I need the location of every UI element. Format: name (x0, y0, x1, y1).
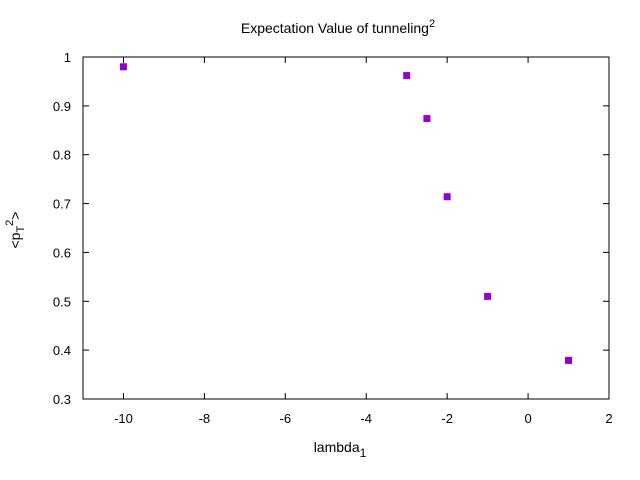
y-axis-label: <pT2> (4, 211, 27, 248)
y-axis-label-prefix: <p (7, 232, 23, 248)
data-points (119, 63, 573, 364)
data-point (565, 356, 573, 364)
x-axis-tick-labels: -10 -8 -6 -4 -2 0 2 (114, 411, 613, 426)
plot-area-frame (82, 56, 610, 400)
chart-title-main: Expectation Value of tunneling (241, 20, 429, 36)
data-point (423, 115, 431, 123)
y-axis-ticks (83, 56, 609, 400)
x-axis-label: lambda1 (314, 439, 367, 460)
data-point (119, 63, 127, 71)
y-tick-label: 0.8 (53, 148, 71, 163)
y-axis-label-sub: T (15, 226, 27, 233)
y-axis-tick-labels: 0.3 0.4 0.5 0.6 0.7 0.8 0.9 1 (53, 50, 71, 407)
chart-title: Expectation Value of tunneling2 (241, 18, 435, 36)
y-tick-label: 0.9 (53, 99, 71, 114)
data-point (443, 193, 451, 201)
y-tick-label: 0.4 (53, 343, 71, 358)
x-tick-label: -6 (280, 411, 292, 426)
x-axis-label-main: lambda (314, 439, 360, 455)
y-tick-label: 0.5 (53, 294, 71, 309)
x-tick-label: -10 (114, 411, 133, 426)
y-tick-label: 1 (64, 50, 71, 65)
chart-title-sup: 2 (429, 18, 435, 30)
x-tick-label: 0 (524, 411, 531, 426)
data-point (403, 72, 411, 80)
y-tick-label: 0.6 (53, 245, 71, 260)
y-axis-label-sup: 2 (4, 220, 16, 226)
x-tick-label: 2 (605, 411, 612, 426)
x-tick-label: -8 (199, 411, 211, 426)
y-tick-label: 0.7 (53, 197, 71, 212)
x-tick-label: -4 (360, 411, 372, 426)
y-tick-label: 0.3 (53, 392, 71, 407)
data-point (484, 292, 492, 300)
x-axis-label-sub: 1 (360, 446, 367, 460)
y-axis-label-suffix: > (7, 211, 23, 219)
x-tick-label: -2 (441, 411, 453, 426)
x-axis-ticks (122, 57, 610, 399)
